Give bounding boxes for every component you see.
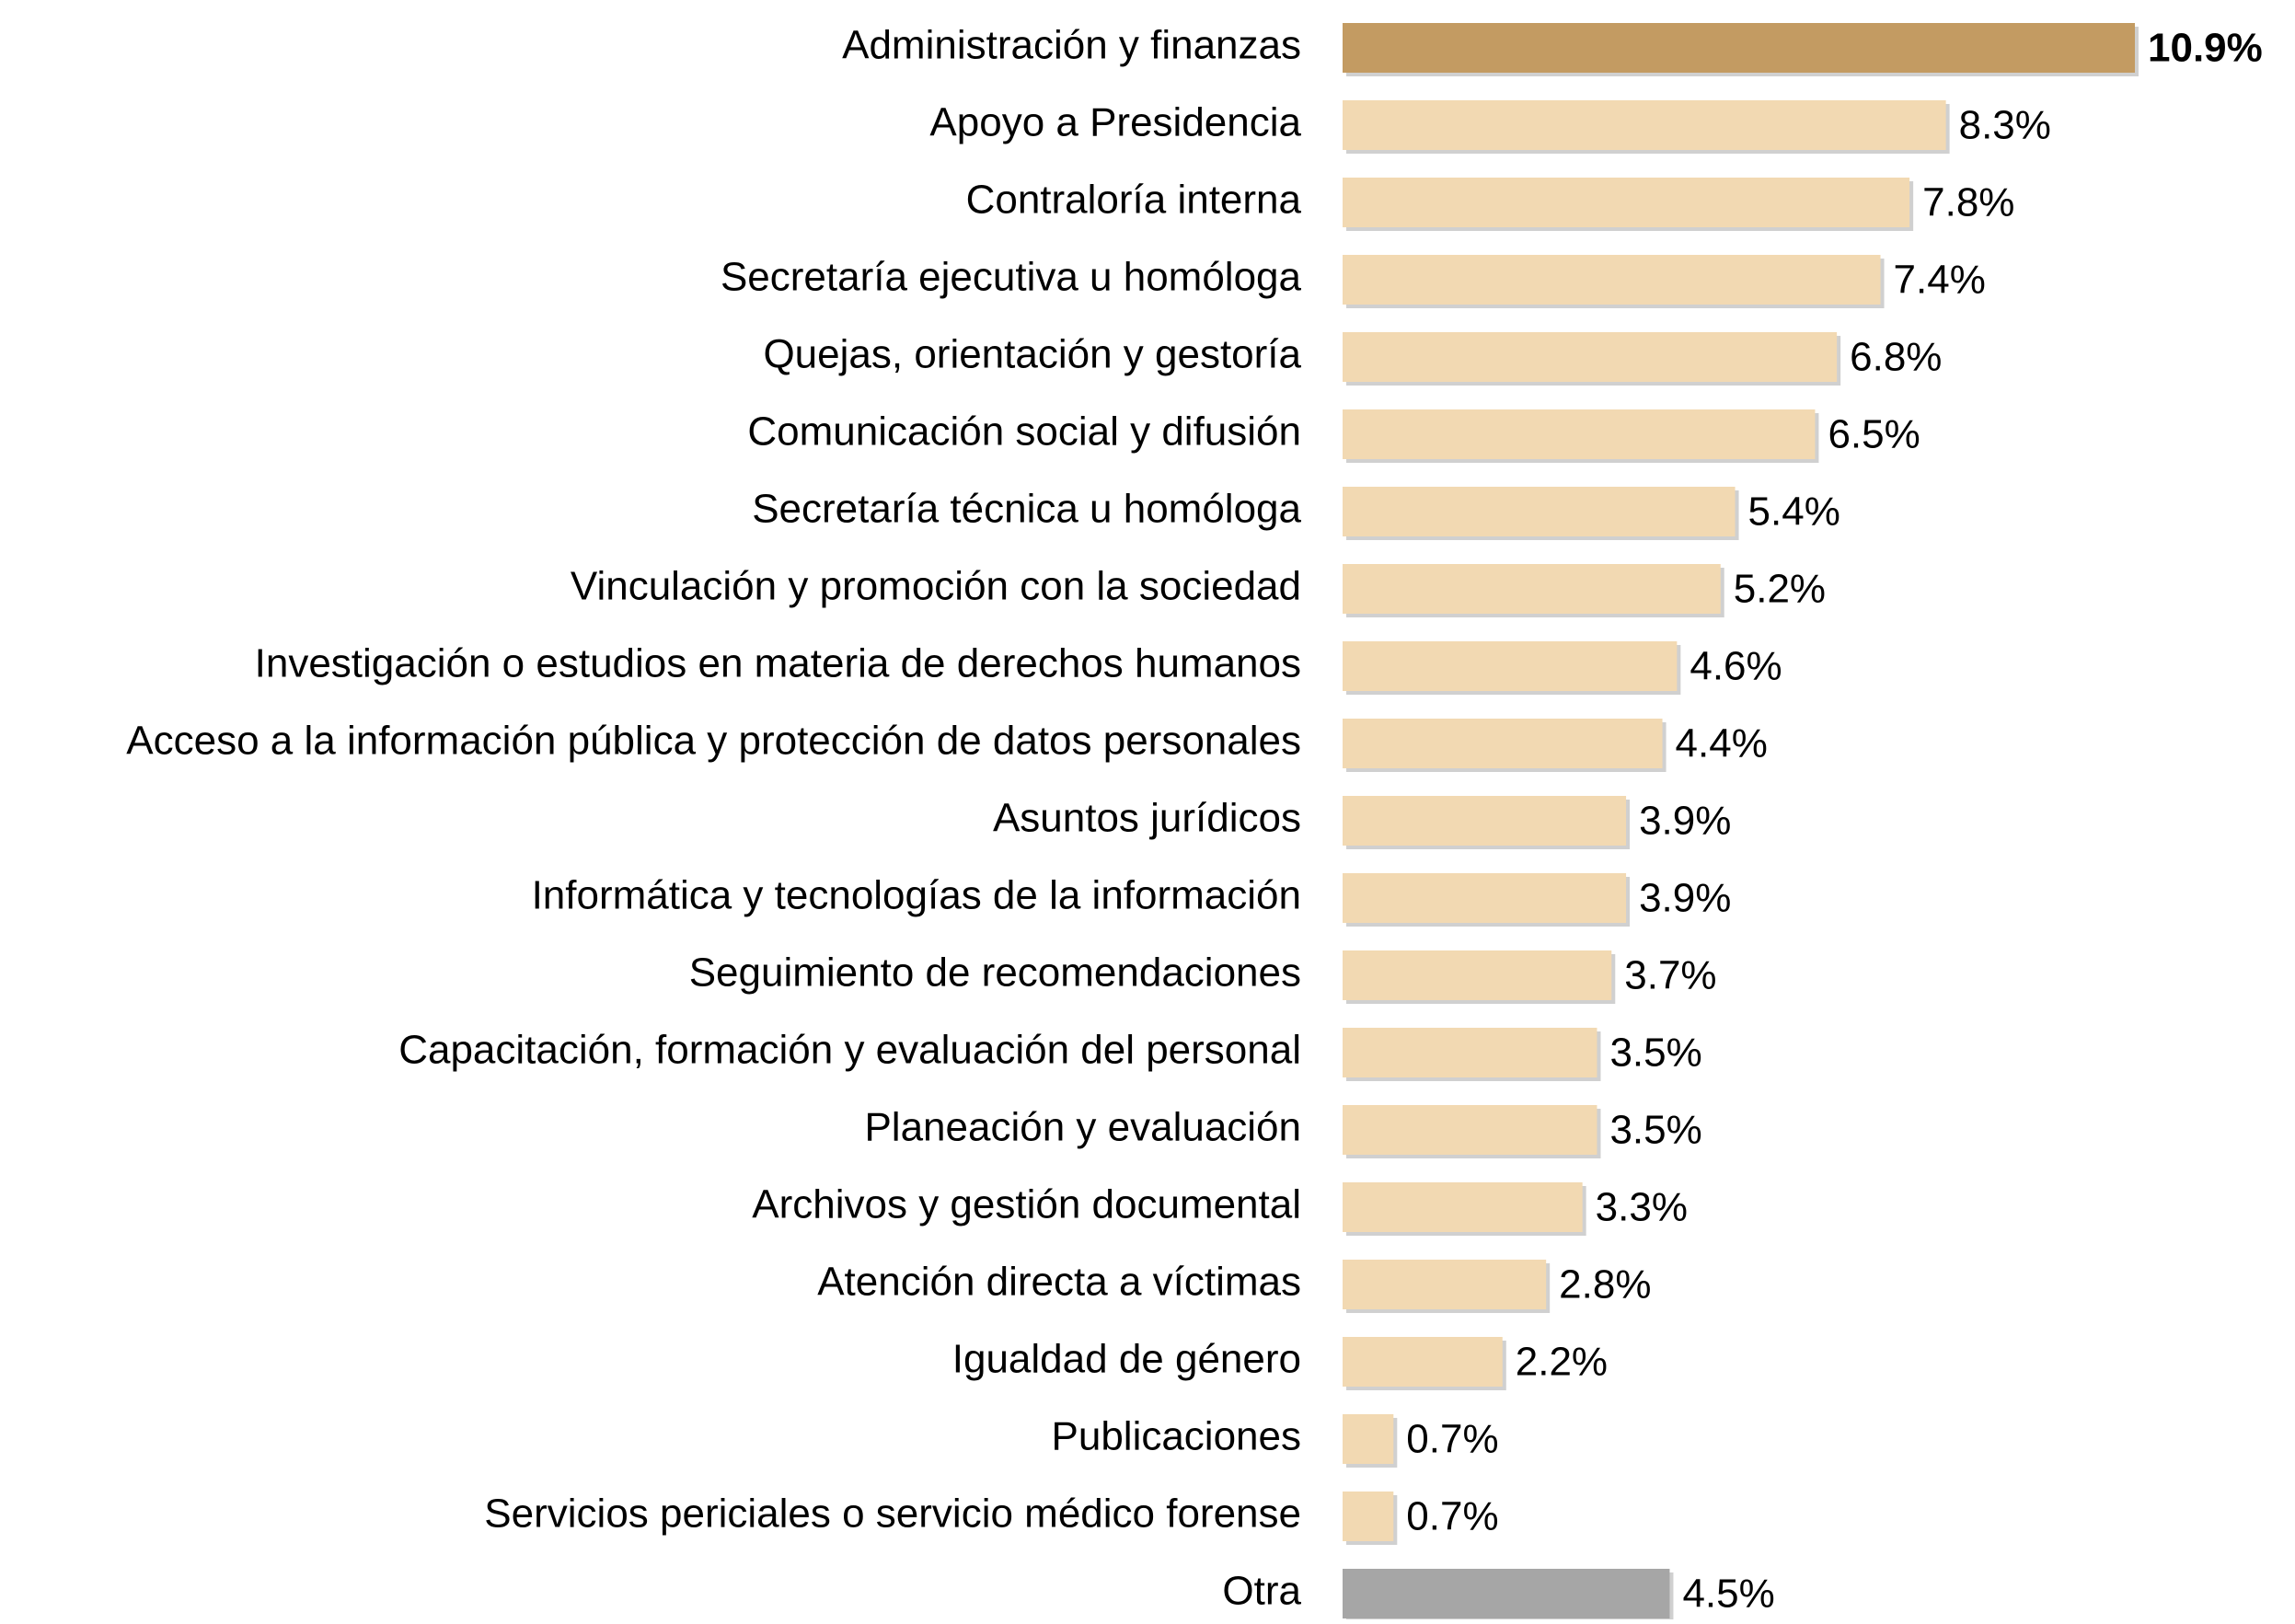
category-label: Acceso a la información pública y protec… [126, 719, 1301, 764]
bar [1343, 873, 1627, 923]
bar [1343, 1105, 1597, 1155]
value-label: 10.9% [2148, 26, 2263, 71]
value-label: 2.8% [1559, 1262, 1651, 1307]
value-label: 2.2% [1516, 1340, 1608, 1385]
category-label: Apoyo a Presidencia [929, 100, 1301, 145]
category-label: Quejas, orientación y gestoría [763, 332, 1301, 377]
category-label: Vinculación y promoción con la sociedad [571, 564, 1301, 609]
category-label: Servicios periciales o servicio médico f… [484, 1492, 1301, 1537]
bar [1343, 950, 1612, 1000]
value-label: 4.4% [1676, 721, 1768, 766]
value-label: 3.9% [1639, 876, 1731, 921]
category-label: Informática y tecnologías de la informac… [532, 873, 1301, 918]
value-label: 7.4% [1894, 258, 1986, 303]
category-label: Otra [1222, 1569, 1301, 1614]
category-label: Archivos y gestión documental [752, 1182, 1301, 1227]
bar [1343, 1028, 1597, 1077]
value-label: 4.6% [1690, 644, 1782, 689]
bar [1343, 564, 1721, 614]
category-label: Capacitación, formación y evaluación del… [398, 1028, 1301, 1073]
bar [1343, 796, 1627, 846]
value-label: 6.5% [1828, 412, 1920, 457]
bar [1343, 100, 1946, 150]
bar [1343, 178, 1910, 227]
value-label: 7.8% [1922, 180, 2014, 225]
bar [1343, 409, 1816, 459]
category-label: Seguimiento de recomendaciones [689, 950, 1301, 996]
bar [1343, 1492, 1394, 1541]
bar [1343, 487, 1736, 536]
category-label: Administración y finanzas [842, 23, 1301, 68]
category-label: Publicaciones [1052, 1414, 1302, 1459]
bar [1343, 719, 1663, 768]
category-label: Comunicación social y difusión [747, 409, 1301, 455]
value-label: 3.9% [1639, 799, 1731, 844]
bar [1343, 23, 2135, 73]
bar [1343, 332, 1838, 382]
value-label: 3.5% [1609, 1108, 1701, 1153]
bar [1343, 1414, 1394, 1464]
value-label: 5.4% [1748, 490, 1840, 535]
category-label: Asuntos jurídicos [993, 796, 1301, 841]
bar [1343, 641, 1678, 691]
category-label: Contraloría interna [966, 178, 1302, 223]
bar [1343, 1182, 1583, 1232]
value-label: 5.2% [1734, 567, 1826, 612]
value-label: 3.3% [1596, 1185, 1688, 1230]
category-label: Secretaría ejecutiva u homóloga [721, 255, 1302, 300]
value-label: 8.3% [1959, 103, 2051, 148]
category-label: Atención directa a víctimas [817, 1260, 1301, 1305]
bar [1343, 1569, 1670, 1618]
value-label: 4.5% [1682, 1572, 1774, 1617]
bar [1343, 1337, 1503, 1387]
category-label: Planeación y evaluación [864, 1105, 1301, 1150]
category-label: Secretaría técnica u homóloga [752, 487, 1301, 532]
value-label: 3.7% [1624, 953, 1716, 998]
value-label: 0.7% [1406, 1494, 1498, 1539]
value-label: 3.5% [1609, 1031, 1701, 1076]
bar [1343, 255, 1881, 305]
category-label: Investigación o estudios en materia de d… [255, 641, 1301, 686]
category-label: Igualdad de género [952, 1337, 1301, 1382]
value-label: 6.8% [1850, 335, 1942, 380]
value-label: 0.7% [1406, 1417, 1498, 1462]
bar [1343, 1260, 1547, 1309]
